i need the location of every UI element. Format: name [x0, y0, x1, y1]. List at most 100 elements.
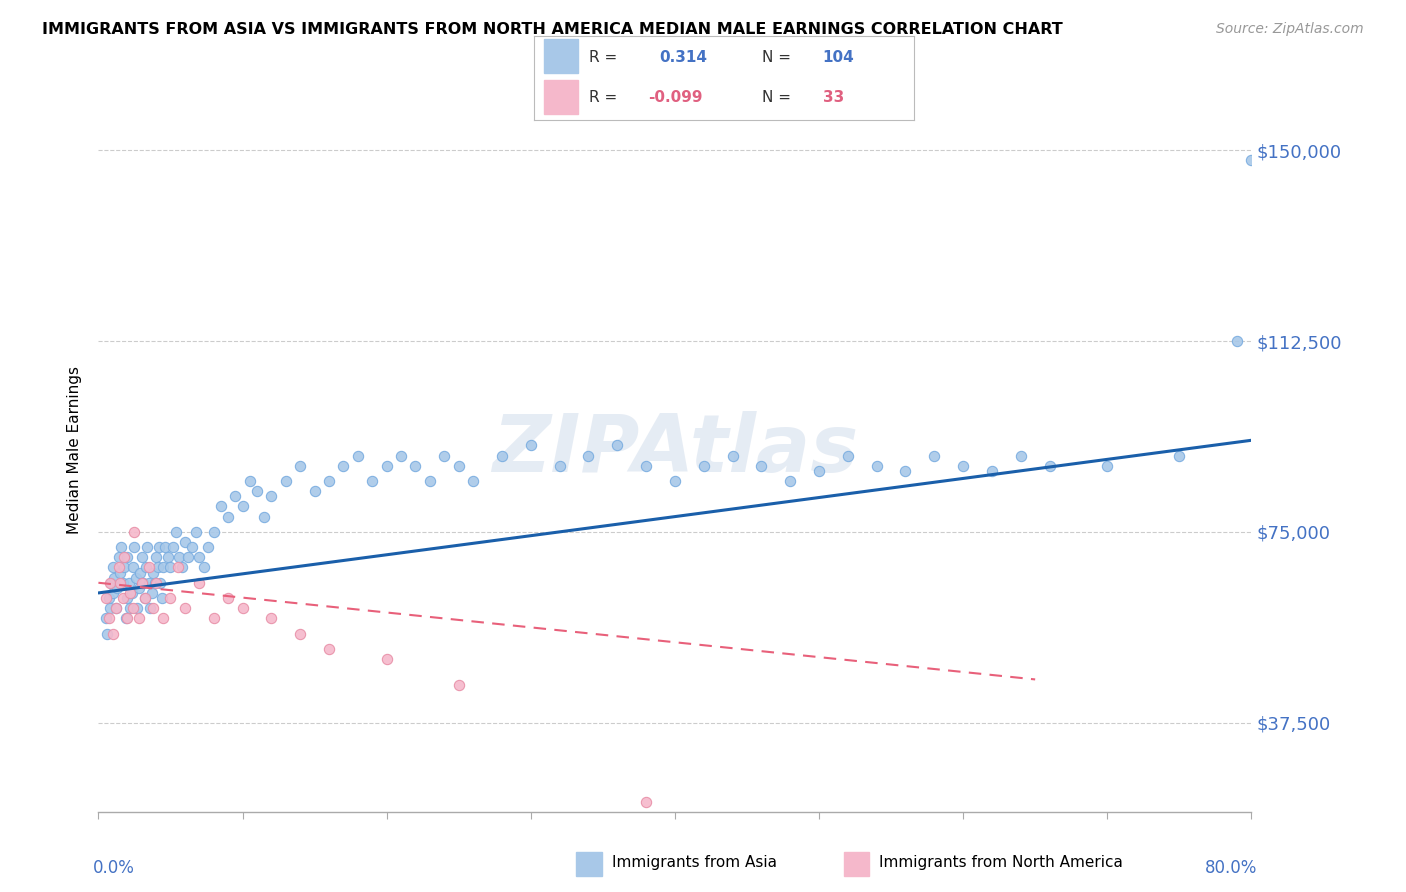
Point	[1168, 449, 1191, 463]
Point	[405, 458, 427, 473]
Point	[177, 550, 200, 565]
Point	[578, 449, 600, 463]
Point	[520, 438, 543, 452]
Point	[375, 458, 398, 473]
Point	[128, 581, 150, 595]
Point	[159, 591, 181, 605]
Point	[1226, 334, 1249, 348]
Point	[98, 575, 121, 590]
Point	[101, 586, 124, 600]
Point	[111, 575, 134, 590]
Point	[111, 591, 134, 605]
Point	[808, 464, 831, 478]
Point	[202, 611, 225, 625]
Point	[174, 601, 197, 615]
Point	[361, 474, 384, 488]
Point	[188, 575, 211, 590]
Point	[231, 601, 254, 615]
Point	[167, 550, 190, 565]
Point	[108, 575, 131, 590]
Point	[122, 560, 145, 574]
Point	[107, 560, 129, 574]
Point	[127, 601, 149, 615]
Point	[837, 449, 859, 463]
Point	[135, 560, 157, 574]
Point	[260, 611, 283, 625]
Point	[447, 458, 470, 473]
Point	[117, 611, 139, 625]
Point	[461, 474, 484, 488]
Point	[117, 550, 139, 565]
Point	[389, 449, 412, 463]
Point	[143, 575, 166, 590]
Point	[924, 449, 946, 463]
Point	[131, 550, 153, 565]
Point	[122, 601, 145, 615]
Text: N =: N =	[762, 90, 792, 105]
Point	[217, 509, 239, 524]
Point	[118, 575, 141, 590]
Point	[145, 575, 167, 590]
Point	[491, 449, 513, 463]
FancyBboxPatch shape	[544, 39, 578, 73]
Point	[141, 586, 163, 600]
Point	[124, 524, 146, 539]
Point	[156, 550, 179, 565]
Point	[100, 575, 122, 590]
Point	[606, 438, 628, 452]
Point	[181, 540, 204, 554]
Text: 104: 104	[823, 50, 855, 65]
Point	[721, 449, 744, 463]
Point	[152, 560, 174, 574]
Point	[186, 524, 208, 539]
Point	[136, 540, 159, 554]
Point	[128, 611, 150, 625]
Text: 80.0%: 80.0%	[1205, 859, 1257, 877]
Point	[96, 626, 118, 640]
Point	[114, 611, 136, 625]
Point	[274, 474, 297, 488]
Point	[318, 474, 340, 488]
Point	[693, 458, 716, 473]
Point	[981, 464, 1004, 478]
Point	[304, 484, 326, 499]
Point	[174, 535, 197, 549]
Point	[120, 586, 142, 600]
Point	[239, 474, 262, 488]
Point	[112, 560, 135, 574]
Point	[97, 611, 120, 625]
Point	[193, 560, 215, 574]
Point	[433, 449, 456, 463]
Point	[101, 560, 124, 574]
Point	[153, 540, 176, 554]
Point	[138, 575, 160, 590]
Point	[108, 566, 131, 580]
Point	[170, 560, 193, 574]
Point	[1097, 458, 1119, 473]
Point	[129, 566, 152, 580]
Y-axis label: Median Male Earnings: Median Male Earnings	[67, 367, 83, 534]
Point	[121, 586, 143, 600]
Point	[231, 500, 254, 514]
Point	[375, 652, 398, 666]
Point	[98, 601, 121, 615]
Point	[139, 601, 162, 615]
Text: -0.099: -0.099	[648, 90, 703, 105]
Point	[290, 626, 312, 640]
Point	[97, 591, 120, 605]
Point	[148, 540, 170, 554]
Point	[636, 458, 658, 473]
Point	[142, 601, 165, 615]
Point	[217, 591, 239, 605]
Point	[101, 626, 124, 640]
Point	[150, 591, 173, 605]
Text: Source: ZipAtlas.com: Source: ZipAtlas.com	[1216, 22, 1364, 37]
Point	[246, 484, 269, 499]
Point	[290, 458, 312, 473]
Point	[188, 550, 211, 565]
Point	[117, 591, 139, 605]
Point	[419, 474, 441, 488]
Point	[145, 550, 167, 565]
Point	[447, 677, 470, 691]
Point	[94, 591, 117, 605]
